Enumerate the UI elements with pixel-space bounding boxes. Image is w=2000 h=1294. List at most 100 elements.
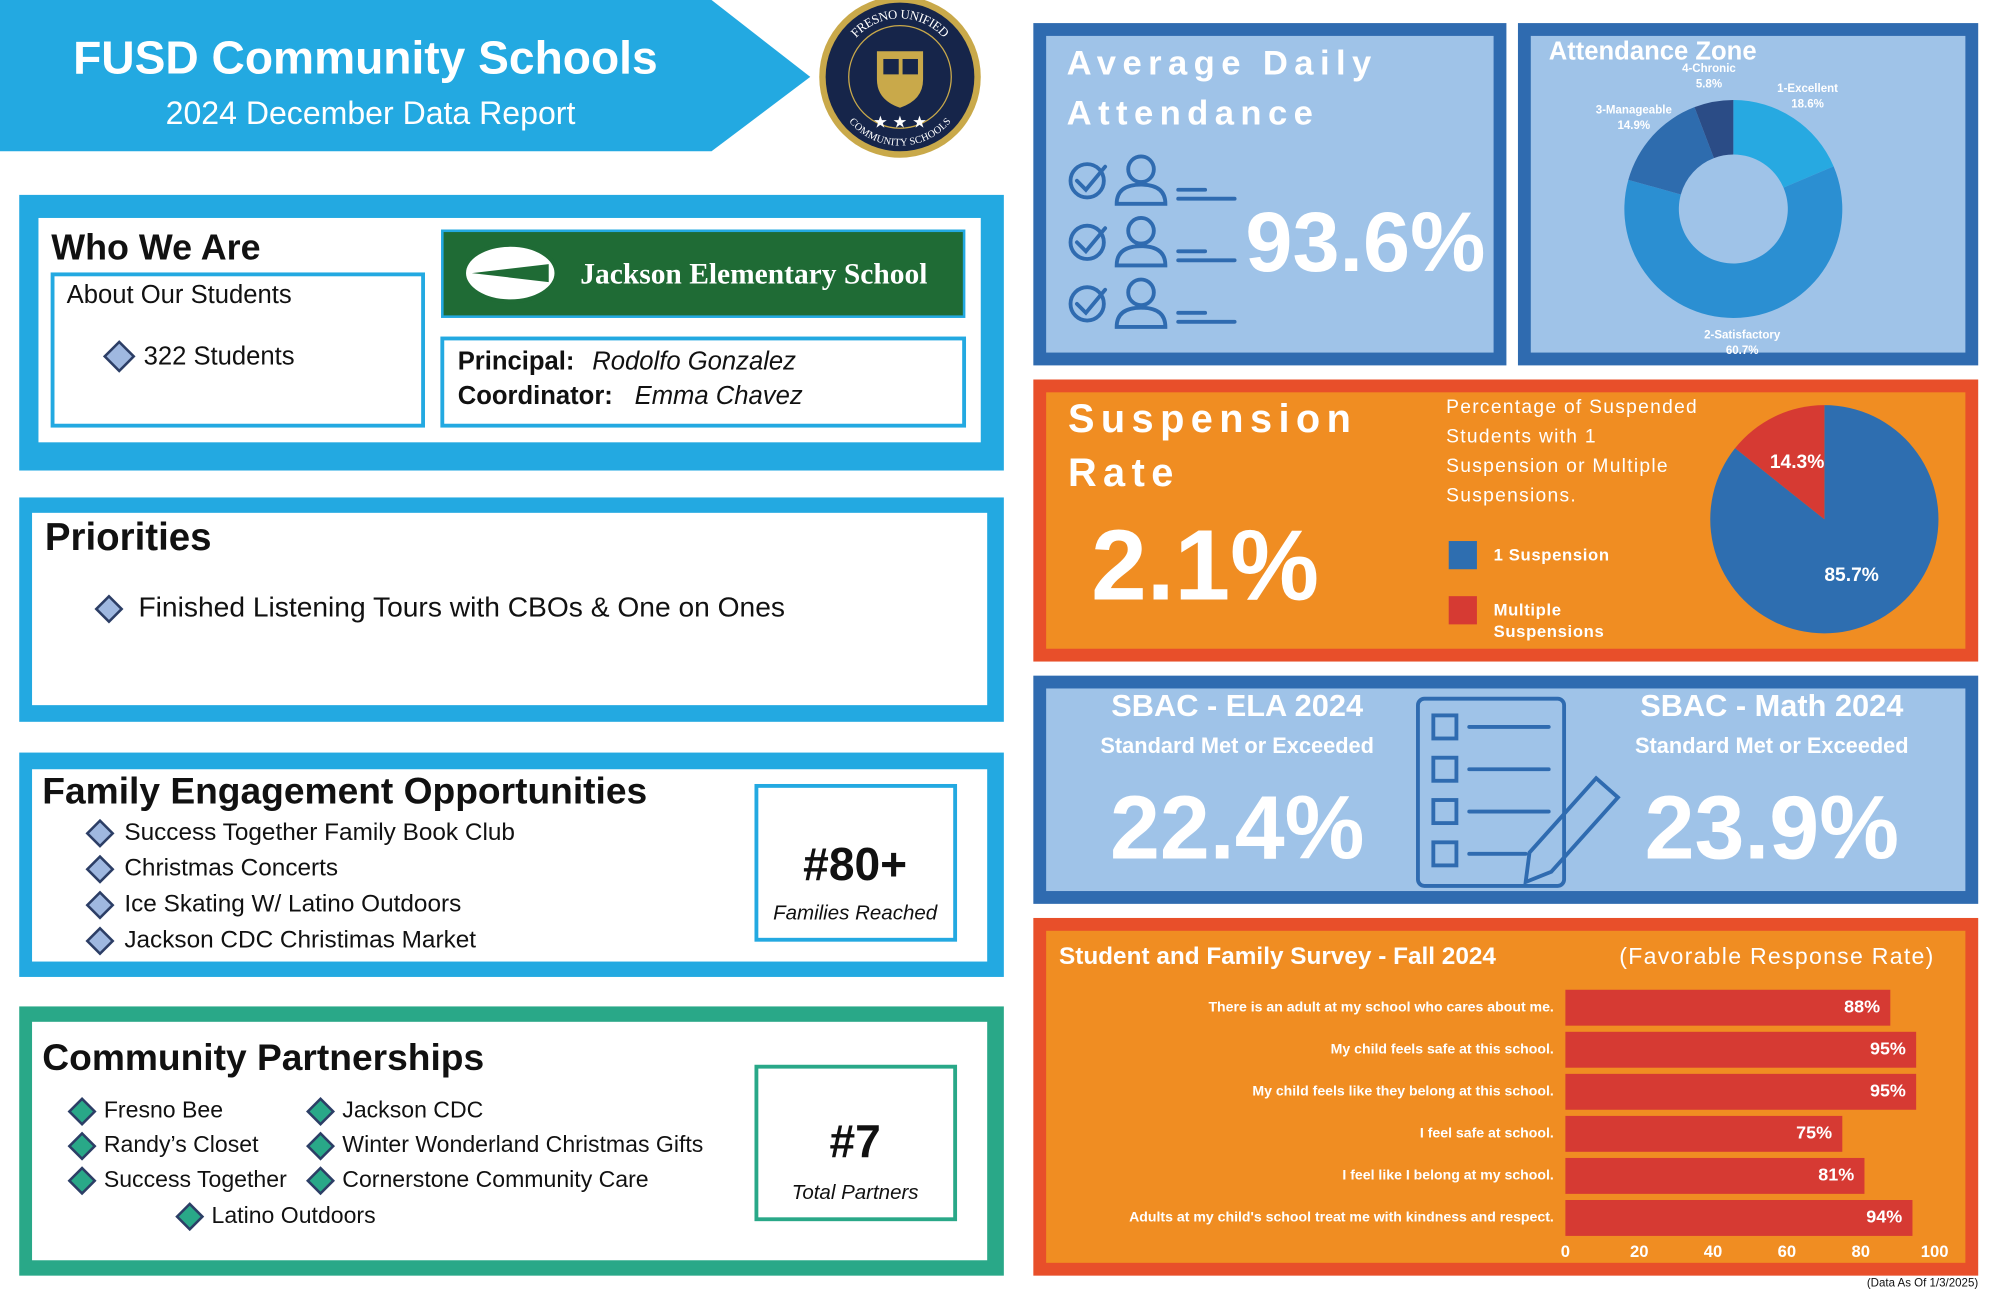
item: Finished Listening Tours with CBOs & One…	[138, 590, 785, 622]
big-stat: 93.6%	[1245, 194, 1485, 289]
svg-text:★ ★ ★: ★ ★ ★	[873, 112, 927, 131]
bullet	[175, 1202, 205, 1232]
bullet	[67, 1131, 97, 1161]
chart-title: Student and Family Survey - Fall 2024	[1059, 943, 1496, 970]
item: Success Together Family Book Club	[124, 819, 515, 846]
legend-swatch	[1448, 596, 1477, 625]
stat-label: Families Reached	[773, 902, 938, 925]
y-tick-label: I feel like I belong at my school.	[1342, 1167, 1553, 1183]
school-name: Jackson Elementary School	[580, 259, 927, 291]
subtitle: 2024 December Data Report	[166, 95, 576, 131]
title-box: Average Daily Attendance	[1066, 43, 1378, 133]
big-stat: 2.1%	[1091, 510, 1319, 622]
slice-label: 3-Manageable	[1596, 105, 1673, 117]
bullet	[85, 854, 115, 884]
value-label: 18.6%	[1791, 98, 1824, 110]
mascot	[471, 264, 549, 283]
stat: #7	[829, 1115, 880, 1167]
y-tick-label: Adults at my child's school treat me wit…	[1129, 1209, 1554, 1225]
x-tick-label: 40	[1704, 1242, 1723, 1261]
x-tick-label: 100	[1921, 1242, 1949, 1261]
value-label: 14.9%	[1617, 120, 1650, 132]
y-tick-label: My child feels safe at this school.	[1331, 1040, 1554, 1056]
value-label: 95%	[1870, 1038, 1906, 1058]
legend-box: Multiple Suspensions	[1494, 600, 1604, 641]
sbac-subtitle: Standard Met or Exceeded	[1100, 733, 1374, 758]
label: Principal:	[458, 348, 575, 376]
panel-inner	[1046, 688, 1966, 892]
chart-title: Attendance Zone	[1549, 37, 1757, 65]
x-tick-label: 0	[1561, 1242, 1570, 1261]
header-banner	[0, 0, 811, 152]
box	[50, 272, 426, 428]
legend-swatch	[1448, 541, 1477, 570]
bar	[1565, 1157, 1865, 1194]
bar	[1565, 1115, 1843, 1152]
section-title: Family Engagement Opportunities	[42, 769, 647, 811]
value-label: 81%	[1818, 1165, 1854, 1185]
name: Rodolfo Gonzalez	[592, 348, 796, 376]
value-label: 5.8%	[1696, 78, 1722, 90]
stat-box	[754, 783, 958, 942]
value-label: 95%	[1870, 1081, 1906, 1101]
description-box: Percentage of Suspended Students with 1 …	[1446, 396, 1699, 507]
title: FUSD Community Schools	[73, 32, 658, 84]
item: 322 Students	[144, 342, 295, 370]
bullet	[306, 1097, 336, 1127]
item: Cornerstone Community Care	[342, 1166, 648, 1192]
bullet	[306, 1131, 336, 1161]
slice-label: 4-Chronic	[1682, 63, 1736, 75]
value-label: 85.7%	[1824, 565, 1879, 586]
box	[440, 336, 967, 428]
section-title: Who We Are	[51, 227, 260, 267]
item: Latino Outdoors	[212, 1202, 376, 1228]
bullet	[67, 1166, 97, 1196]
stat-label: Total Partners	[792, 1181, 919, 1204]
value-label: 94%	[1866, 1207, 1902, 1227]
name: Emma Chavez	[635, 382, 803, 410]
value-label: 88%	[1844, 996, 1880, 1016]
checklist-icon	[1416, 696, 1621, 888]
description: Percentage of Suspended Students with 1 …	[1446, 396, 1699, 507]
item: Success Together	[104, 1166, 287, 1192]
label: Coordinator:	[458, 382, 613, 410]
title-box: Suspension Rate	[1067, 396, 1358, 495]
x-tick-label: 80	[1852, 1242, 1871, 1261]
stat: #80+	[803, 838, 907, 890]
bar	[1565, 1031, 1917, 1068]
item: Jackson CDC	[342, 1097, 483, 1123]
slice	[1694, 100, 1734, 159]
bullet	[94, 594, 124, 624]
y-tick-label: My child feels like they belong at this …	[1252, 1083, 1554, 1099]
x-tick-label: 60	[1778, 1242, 1797, 1261]
section-title: Community Partnerships	[42, 1036, 484, 1078]
value-label: 14.3%	[1770, 452, 1825, 473]
item: Randy’s Closet	[104, 1131, 259, 1157]
bar	[1565, 1073, 1917, 1110]
panel-title: Average Daily Attendance	[1066, 43, 1378, 133]
legend-label: 1 Suspension	[1493, 544, 1610, 565]
sbac-title: SBAC - Math 2024	[1640, 688, 1903, 723]
value-label: 60.7%	[1726, 345, 1759, 357]
bullet	[85, 890, 115, 920]
attendance-icon	[1068, 154, 1237, 329]
bullet	[102, 340, 136, 373]
logo: FRESNO UNIFIED COMMUNITY SCHOOLS ★ ★ ★	[819, 0, 981, 158]
item: Jackson CDC Christimas Market	[124, 926, 476, 953]
panel-title: Suspension Rate	[1067, 396, 1358, 495]
box-title: About Our Students	[67, 281, 292, 309]
big-stat: 22.4%	[1110, 778, 1364, 878]
slice	[1733, 100, 1834, 188]
sbac-subtitle: Standard Met or Exceeded	[1635, 733, 1909, 758]
item: Fresno Bee	[104, 1097, 223, 1123]
y-tick-label: There is an adult at my school who cares…	[1208, 998, 1553, 1014]
slice	[1710, 405, 1939, 634]
bullet	[306, 1166, 336, 1196]
big-stat: 23.9%	[1645, 778, 1899, 878]
footnote: (Data As Of 1/3/2025)	[1867, 1277, 1979, 1289]
bullet	[67, 1097, 97, 1127]
x-tick-label: 20	[1630, 1242, 1649, 1261]
legend-box: 1 Suspension	[1493, 544, 1610, 565]
